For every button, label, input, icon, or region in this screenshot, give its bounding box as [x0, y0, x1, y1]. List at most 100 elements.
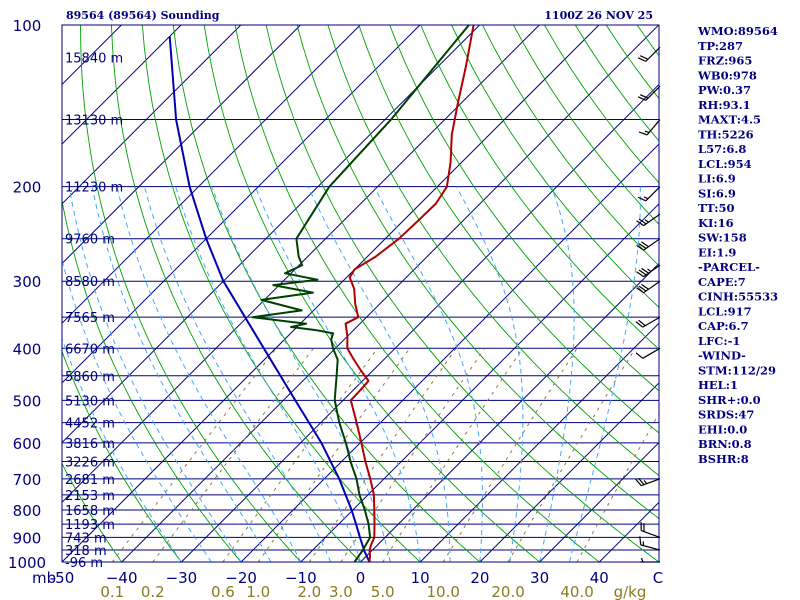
index-entry: EI:1.9: [698, 245, 736, 259]
wind-barb: [635, 477, 661, 487]
observation-time: 1100Z 26 NOV 25: [544, 9, 653, 22]
temperature-tick-label: −40: [106, 569, 138, 587]
moist-adiabat-line: [68, 186, 242, 562]
index-entry: CAPE:7: [698, 275, 746, 289]
dry-adiabat-line: [110, 25, 361, 562]
wind-barb: [636, 264, 661, 278]
height-label: 2681 m: [65, 473, 115, 488]
height-label: 1193 m: [65, 518, 115, 533]
index-entry: PW:0.37: [698, 83, 751, 97]
height-labels: 15840 m 13130 m 11230 m 9760 m 8580 m 7565 m 6…: [65, 52, 123, 571]
mixing-ratio-line: [222, 348, 379, 562]
moist-adiabat-line: [307, 186, 451, 562]
index-entry: LI:6.9: [698, 172, 736, 186]
index-entry: BRN:0.8: [698, 437, 752, 451]
moist-adiabat-line: [62, 337, 182, 562]
mixing-ratio-line: [507, 348, 636, 562]
index-entry: FRZ:965: [698, 54, 752, 68]
wind-barb: [637, 186, 661, 202]
pressure-tick-label: 800: [13, 502, 42, 520]
mixing-ratio-line: [152, 347, 314, 562]
isotherm-line: [360, 262, 659, 562]
index-entry: WMO:89564: [697, 24, 778, 38]
height-label: 3226 m: [65, 456, 115, 471]
index-entry: L57:6.8: [698, 142, 746, 156]
plot-frame: [61, 24, 660, 563]
temperature-tick-label: -50: [50, 569, 75, 587]
isotherm-line: [62, 25, 600, 562]
pressure-tick-label: 1000: [8, 554, 46, 572]
isotherm-line: [419, 322, 659, 562]
isotherm-line: [62, 25, 182, 145]
index-entry: MAXT:4.5: [698, 113, 761, 127]
wind-barb: [636, 238, 661, 251]
isotherm-line: [240, 143, 659, 562]
height-label: 15840 m: [65, 52, 123, 67]
wind-barb: [640, 522, 661, 538]
height-label: 7565 m: [65, 311, 115, 326]
dry-adiabat-line: [482, 25, 659, 267]
isotherm-line: [0, 25, 2, 562]
mixing-ratio-line: [308, 348, 457, 562]
index-entry: LCL:917: [698, 304, 752, 318]
pressure-tick-label: 700: [13, 471, 42, 489]
index-entry: SW:158: [698, 231, 747, 245]
temperature-tick-label: 10: [411, 569, 430, 587]
wind-barb: [635, 347, 661, 359]
isotherm-line: [62, 25, 480, 444]
wind-barb: [640, 557, 660, 563]
pressure-tick-label: 100: [13, 17, 42, 35]
index-entry: WB0:978: [697, 68, 757, 82]
wind-barb: [636, 213, 661, 227]
mixing-ratio-line: [382, 348, 524, 562]
temperature-tick-label: 30: [530, 569, 549, 587]
wind-barb: [635, 316, 661, 328]
mixing-ratio-line: [576, 412, 659, 562]
isotherm-line: [300, 203, 659, 562]
dry-adiabat-line: [62, 350, 182, 562]
height-label: 5130 m: [65, 394, 115, 409]
height-label: 13130 m: [65, 114, 123, 129]
index-entry: SHR+:0.0: [698, 393, 761, 407]
pressure-tick-label: 400: [13, 340, 42, 358]
dry-adiabat-line: [62, 198, 242, 562]
index-entry: SI:6.9: [698, 186, 736, 200]
height-label: 4452 m: [65, 417, 115, 432]
mixing-ratio-label: 2.0: [297, 583, 321, 600]
index-entry: -PARCEL-: [698, 260, 760, 274]
isotherm-line: [181, 83, 659, 562]
moist-adiabat-line: [116, 186, 302, 562]
index-entry: STM:112/29: [698, 363, 776, 377]
height-label: 3816 m: [65, 437, 115, 452]
moist-adiabat-line: [62, 257, 212, 562]
moist-adiabat-line: [539, 186, 575, 562]
moist-adiabat-line: [373, 186, 484, 562]
station-title: 89564 (89564) Sounding: [66, 9, 220, 22]
pressure-unit-label: mb: [32, 569, 56, 587]
stability-indices-panel: WMO:89564TP:287FRZ:965WB0:978PW:0.37RH:9…: [697, 24, 778, 466]
height-label: 6670 m: [65, 342, 115, 357]
dry-adiabat-line: [792, 25, 800, 562]
mixing-ratio-label: 40.0: [560, 583, 593, 600]
height-label: -96 m: [65, 556, 103, 571]
mixing-ratio-label: 0.2: [141, 583, 165, 600]
isotherm-line: [62, 25, 242, 205]
wind-barb: [638, 119, 661, 136]
pressure-tick-label: 900: [13, 529, 42, 547]
wind-barb: [637, 85, 661, 101]
isotherm-line: [62, 25, 361, 324]
index-entry: TT:50: [698, 201, 735, 215]
mixing-ratio-line: [340, 348, 486, 562]
isotherm-line: [479, 382, 659, 562]
isotherm-line: [121, 25, 659, 562]
height-label: 9760 m: [65, 233, 115, 248]
pressure-tick-label: 500: [13, 392, 42, 410]
dry-adiabat-line: [296, 25, 659, 520]
temperature-unit-label: C: [653, 569, 663, 587]
pressure-tick-label: 600: [13, 435, 42, 453]
height-label: 743 m: [65, 531, 107, 546]
temperature-tick-label: 20: [470, 569, 489, 587]
moist-adiabat-line: [569, 186, 641, 562]
moist-adiabat-line: [254, 186, 421, 562]
